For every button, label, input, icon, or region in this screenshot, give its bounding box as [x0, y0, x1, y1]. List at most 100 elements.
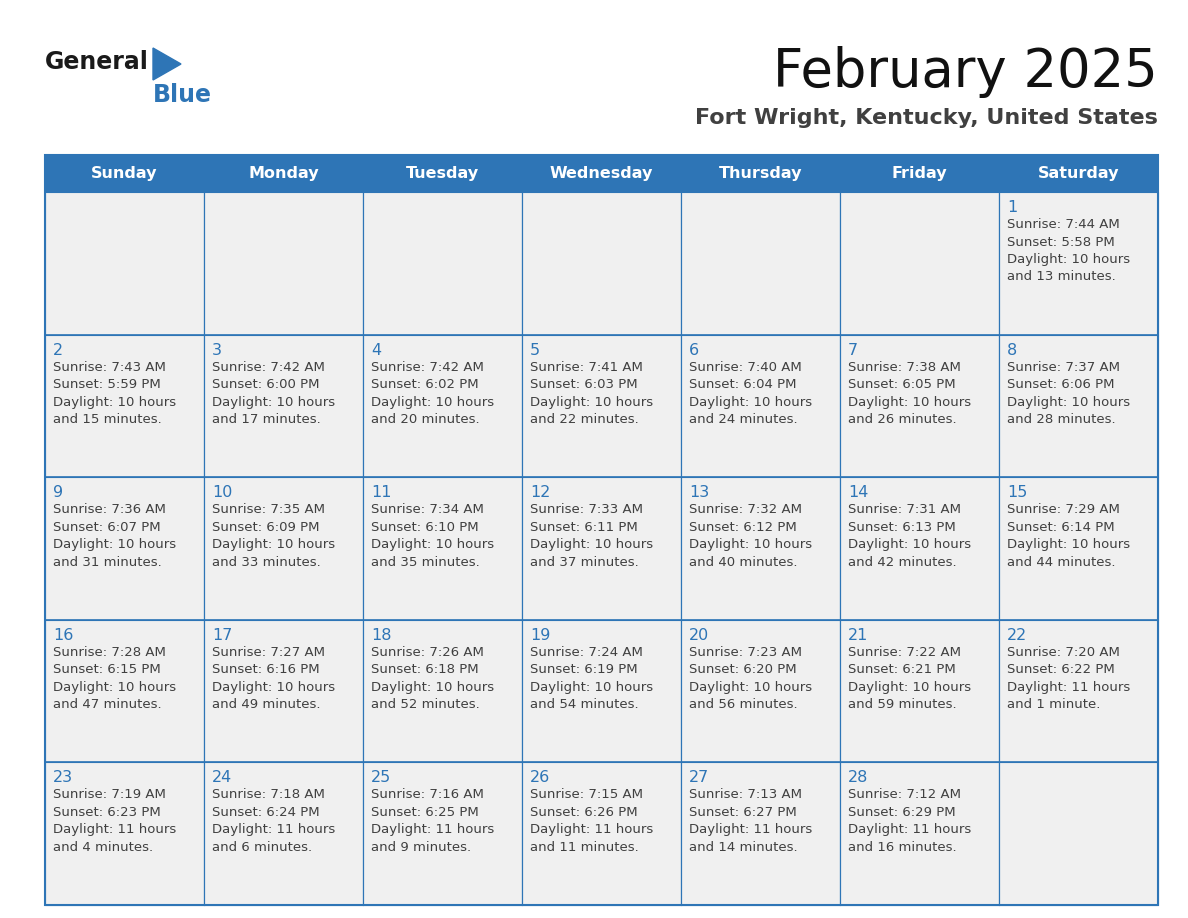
Text: 8: 8 [1007, 342, 1017, 358]
Text: General: General [45, 50, 148, 74]
Text: Saturday: Saturday [1038, 166, 1119, 181]
Text: Sunset: 6:10 PM: Sunset: 6:10 PM [371, 521, 479, 533]
Bar [204, 192, 364, 334]
Bar [364, 477, 522, 620]
Text: and 35 minutes.: and 35 minutes. [371, 555, 480, 568]
Bar [522, 192, 681, 334]
Text: and 15 minutes.: and 15 minutes. [53, 413, 162, 426]
Text: Sunset: 6:03 PM: Sunset: 6:03 PM [530, 378, 638, 391]
Bar [522, 334, 681, 477]
Bar [45, 334, 204, 477]
Bar [840, 192, 999, 334]
Text: Sunset: 6:22 PM: Sunset: 6:22 PM [1007, 664, 1114, 677]
Text: Daylight: 10 hours: Daylight: 10 hours [1007, 396, 1130, 409]
Text: and 33 minutes.: and 33 minutes. [211, 555, 321, 568]
Text: Daylight: 10 hours: Daylight: 10 hours [211, 681, 335, 694]
Text: and 14 minutes.: and 14 minutes. [689, 841, 797, 854]
Bar [204, 477, 364, 620]
Text: Sunset: 6:11 PM: Sunset: 6:11 PM [530, 521, 638, 533]
Text: and 4 minutes.: and 4 minutes. [53, 841, 153, 854]
Text: 21: 21 [848, 628, 868, 643]
Text: Sunset: 6:00 PM: Sunset: 6:00 PM [211, 378, 320, 391]
Bar [204, 620, 364, 763]
Text: Sunset: 6:15 PM: Sunset: 6:15 PM [53, 664, 160, 677]
Text: Daylight: 10 hours: Daylight: 10 hours [211, 396, 335, 409]
Bar [840, 334, 999, 477]
Text: Sunset: 5:59 PM: Sunset: 5:59 PM [53, 378, 160, 391]
Text: and 1 minute.: and 1 minute. [1007, 699, 1100, 711]
Text: Sunrise: 7:16 AM: Sunrise: 7:16 AM [371, 789, 484, 801]
Text: Sunrise: 7:43 AM: Sunrise: 7:43 AM [53, 361, 166, 374]
Text: 5: 5 [530, 342, 541, 358]
Text: Sunset: 6:18 PM: Sunset: 6:18 PM [371, 664, 479, 677]
Bar [681, 620, 840, 763]
Bar [681, 192, 840, 334]
Bar [999, 334, 1158, 477]
Text: Daylight: 10 hours: Daylight: 10 hours [848, 681, 971, 694]
Text: and 59 minutes.: and 59 minutes. [848, 699, 956, 711]
Text: Sunset: 6:29 PM: Sunset: 6:29 PM [848, 806, 955, 819]
Text: Sunrise: 7:32 AM: Sunrise: 7:32 AM [689, 503, 802, 516]
Text: Monday: Monday [248, 166, 318, 181]
Text: Sunset: 5:58 PM: Sunset: 5:58 PM [1007, 236, 1114, 249]
Bar [204, 334, 364, 477]
Text: Daylight: 11 hours: Daylight: 11 hours [371, 823, 494, 836]
Text: Sunset: 6:06 PM: Sunset: 6:06 PM [1007, 378, 1114, 391]
Text: and 16 minutes.: and 16 minutes. [848, 841, 956, 854]
Text: Daylight: 11 hours: Daylight: 11 hours [848, 823, 972, 836]
Text: 3: 3 [211, 342, 222, 358]
Text: Sunset: 6:16 PM: Sunset: 6:16 PM [211, 664, 320, 677]
Bar [364, 763, 522, 905]
Text: and 31 minutes.: and 31 minutes. [53, 555, 162, 568]
Text: 27: 27 [689, 770, 709, 786]
Text: Daylight: 10 hours: Daylight: 10 hours [371, 681, 494, 694]
Text: Daylight: 10 hours: Daylight: 10 hours [689, 538, 813, 551]
Text: 22: 22 [1007, 628, 1028, 643]
Text: Sunset: 6:19 PM: Sunset: 6:19 PM [530, 664, 638, 677]
Bar [364, 620, 522, 763]
Text: Sunrise: 7:37 AM: Sunrise: 7:37 AM [1007, 361, 1120, 374]
Text: Sunrise: 7:19 AM: Sunrise: 7:19 AM [53, 789, 166, 801]
Bar [522, 477, 681, 620]
Text: Sunrise: 7:28 AM: Sunrise: 7:28 AM [53, 645, 166, 659]
Text: Daylight: 10 hours: Daylight: 10 hours [848, 538, 971, 551]
Text: 28: 28 [848, 770, 868, 786]
Bar [840, 763, 999, 905]
Text: Sunrise: 7:40 AM: Sunrise: 7:40 AM [689, 361, 802, 374]
Bar [999, 477, 1158, 620]
Bar [681, 477, 840, 620]
Text: Daylight: 10 hours: Daylight: 10 hours [1007, 538, 1130, 551]
Text: Sunset: 6:04 PM: Sunset: 6:04 PM [689, 378, 796, 391]
Text: 10: 10 [211, 486, 233, 500]
Bar [364, 334, 522, 477]
Text: Sunrise: 7:44 AM: Sunrise: 7:44 AM [1007, 218, 1120, 231]
Text: Daylight: 10 hours: Daylight: 10 hours [53, 681, 176, 694]
Text: Daylight: 11 hours: Daylight: 11 hours [530, 823, 653, 836]
Text: Thursday: Thursday [719, 166, 802, 181]
Text: Daylight: 10 hours: Daylight: 10 hours [530, 396, 653, 409]
Text: Daylight: 10 hours: Daylight: 10 hours [530, 681, 653, 694]
Text: Sunrise: 7:31 AM: Sunrise: 7:31 AM [848, 503, 961, 516]
Text: 26: 26 [530, 770, 550, 786]
Text: Daylight: 10 hours: Daylight: 10 hours [211, 538, 335, 551]
Text: Sunset: 6:26 PM: Sunset: 6:26 PM [530, 806, 638, 819]
Text: and 11 minutes.: and 11 minutes. [530, 841, 639, 854]
Text: 2: 2 [53, 342, 63, 358]
Text: 16: 16 [53, 628, 74, 643]
Text: Daylight: 11 hours: Daylight: 11 hours [689, 823, 813, 836]
Text: Sunrise: 7:27 AM: Sunrise: 7:27 AM [211, 645, 326, 659]
Text: and 49 minutes.: and 49 minutes. [211, 699, 321, 711]
Bar [45, 477, 204, 620]
Text: 7: 7 [848, 342, 858, 358]
Bar [681, 334, 840, 477]
Text: and 22 minutes.: and 22 minutes. [530, 413, 639, 426]
Text: 24: 24 [211, 770, 232, 786]
Text: Sunset: 6:25 PM: Sunset: 6:25 PM [371, 806, 479, 819]
Text: Daylight: 10 hours: Daylight: 10 hours [848, 396, 971, 409]
Text: 20: 20 [689, 628, 709, 643]
Text: and 28 minutes.: and 28 minutes. [1007, 413, 1116, 426]
Text: and 52 minutes.: and 52 minutes. [371, 699, 480, 711]
Bar [840, 477, 999, 620]
Text: Daylight: 10 hours: Daylight: 10 hours [689, 681, 813, 694]
Text: Fort Wright, Kentucky, United States: Fort Wright, Kentucky, United States [695, 108, 1158, 128]
